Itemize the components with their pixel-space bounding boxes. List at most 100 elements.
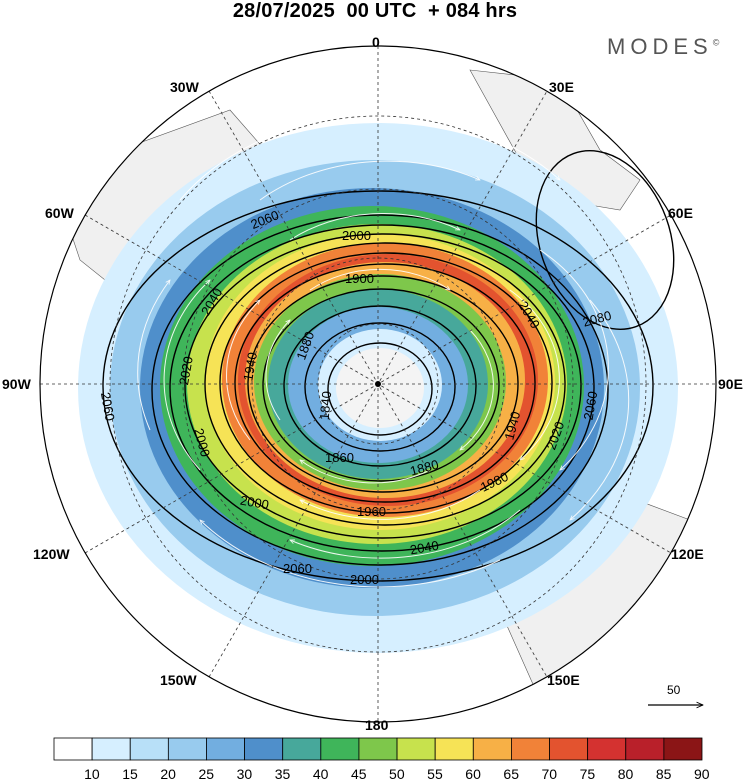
colorbar-swatch xyxy=(129,737,169,761)
contour-labels: 2000 2060 2040 1900 1940 1880 1840 1860 … xyxy=(98,207,613,587)
contour-label: 1940 xyxy=(501,410,523,442)
contour-label: 2020 xyxy=(176,355,196,386)
colorbar-swatch xyxy=(625,737,665,761)
map-title: 28/07/2025 00 UTC + 084 hrs xyxy=(232,0,518,22)
streamline xyxy=(300,460,431,484)
colorbar-swatch xyxy=(511,737,550,761)
streamline xyxy=(163,280,210,471)
lon-label-120e: 120E xyxy=(671,546,704,562)
colorbar-swatch xyxy=(358,737,398,761)
lon-label-120w: 120W xyxy=(33,546,70,562)
streamline xyxy=(300,489,481,520)
colorbar-tick-label: 25 xyxy=(198,766,215,782)
lon-label-30e: 30E xyxy=(549,79,574,95)
colorbar-tick-label: 30 xyxy=(236,766,253,782)
contour-label: 2000 xyxy=(350,572,379,587)
colorbar-tick-label: 40 xyxy=(312,766,329,782)
streamline xyxy=(265,320,290,421)
lon-label-60w: 60W xyxy=(45,205,74,221)
streamline xyxy=(226,300,260,441)
streamline xyxy=(309,268,450,290)
colorbar-swatch xyxy=(282,737,322,761)
map-boundary xyxy=(39,45,717,723)
colorbar-tick-label: 75 xyxy=(579,766,596,782)
contour-1900 xyxy=(262,288,500,482)
contour-2040 xyxy=(151,214,609,566)
contour-1940 xyxy=(234,263,536,503)
colorbar-tick-label: 35 xyxy=(274,766,291,782)
contour-label: 1900 xyxy=(345,271,374,286)
copyright-mark: © xyxy=(712,37,720,48)
contour-2080-high xyxy=(535,150,675,330)
colorbar-swatch xyxy=(434,737,474,761)
colorbar-tick-label: 85 xyxy=(655,766,672,782)
contour-label: 1880 xyxy=(408,457,440,479)
colorbar-tick-label: 90 xyxy=(694,766,710,782)
colorbar-swatch xyxy=(472,737,512,761)
colorbar-swatch xyxy=(549,737,589,761)
contour-label: 2000 xyxy=(191,427,213,459)
contour-label: 2060 xyxy=(98,391,118,422)
contour-label: 2000 xyxy=(239,493,270,513)
contour-label: 2060 xyxy=(283,561,312,576)
lon-label-60e: 60E xyxy=(668,205,693,221)
colorbar-tick-label: 65 xyxy=(503,766,519,782)
lon-label-150w: 150W xyxy=(160,672,197,688)
streamline xyxy=(460,329,494,450)
colorbar-swatch xyxy=(663,737,703,761)
lon-label-30w: 30W xyxy=(170,79,199,95)
colorbar xyxy=(53,737,703,761)
contour-label: 1960 xyxy=(357,504,386,519)
colorbar-swatch xyxy=(167,737,207,761)
wind-streamlines xyxy=(137,114,630,588)
colorbar-tick-label: 45 xyxy=(350,766,367,782)
contour-2020 xyxy=(169,224,595,552)
streamline xyxy=(289,212,460,241)
contour-1960 xyxy=(219,252,553,514)
contour-2000 xyxy=(184,233,582,539)
contour-label: 2060 xyxy=(581,390,601,421)
logo-text: MODES xyxy=(607,34,713,59)
colorbar-swatch xyxy=(244,737,284,761)
contour-1920 xyxy=(247,275,519,493)
colorbar-tick-label: 50 xyxy=(389,766,405,782)
lon-label-90w: 90W xyxy=(2,376,31,392)
colorbar-tick-label: 70 xyxy=(541,766,558,782)
height-contours xyxy=(102,150,675,582)
contour-label: 2080 xyxy=(581,308,613,330)
contour-1860 xyxy=(304,322,456,452)
colorbar-swatch xyxy=(396,737,436,761)
streamline xyxy=(509,289,560,460)
streamline xyxy=(259,160,480,201)
vector-reference-label: 50 xyxy=(667,683,681,697)
streamline xyxy=(290,509,521,559)
contour-1880 xyxy=(283,305,477,467)
colorbar-swatch xyxy=(587,737,627,761)
colorbar-tick-label: 80 xyxy=(617,766,634,782)
contour-label: 2000 xyxy=(342,228,371,243)
streamline xyxy=(137,280,170,431)
streamline xyxy=(179,114,560,201)
contour-label: 1840 xyxy=(317,391,334,421)
colorbar-swatch xyxy=(53,737,93,761)
colorbar-swatch xyxy=(206,737,245,761)
lon-label-180: 180 xyxy=(365,717,389,733)
contour-label: 1860 xyxy=(325,450,354,465)
streamline xyxy=(200,520,501,588)
lon-label-90e: 90E xyxy=(718,376,743,392)
streamline xyxy=(570,299,630,520)
colorbar-swatch xyxy=(320,737,360,761)
colorbar-tick-label: 20 xyxy=(160,766,176,782)
contour-label: 1940 xyxy=(240,351,260,382)
colorbar-tick-label: 55 xyxy=(427,766,443,782)
colorbar-swatch xyxy=(91,737,131,761)
lon-label-0: 0 xyxy=(372,34,380,50)
contour-label: 2040 xyxy=(409,538,440,558)
south-pole-marker xyxy=(375,381,381,387)
modes-logo: MODES© xyxy=(607,34,719,60)
latitude-circle xyxy=(182,188,574,580)
streamline xyxy=(539,249,609,470)
lon-label-150e: 150E xyxy=(547,672,580,688)
contour-1840 xyxy=(327,342,433,436)
